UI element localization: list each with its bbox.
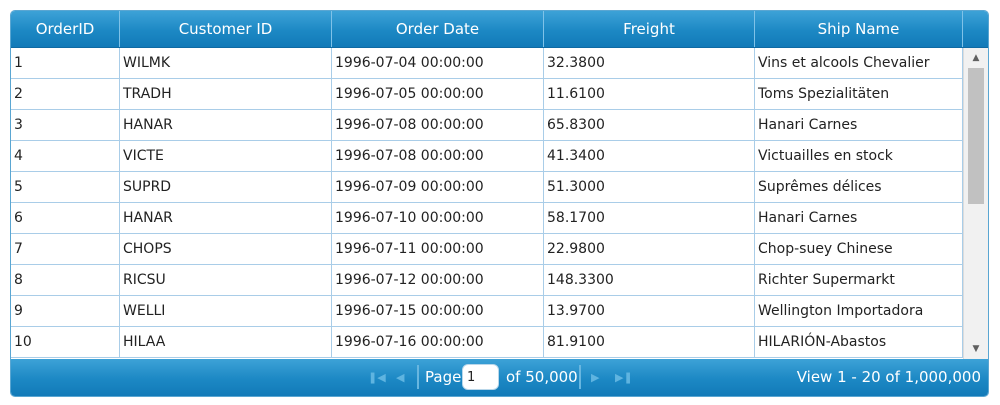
column-header-ship-name[interactable]: Ship Name (755, 11, 963, 47)
table-row[interactable]: 6 HANAR 1996-07-10 00:00:00 58.1700 Hanari C… (11, 203, 963, 234)
table-row[interactable]: 4 VICTE 1996-07-08 00:00:00 41.3400 Victuail… (11, 141, 963, 172)
cell-customer-id: RICSU (120, 265, 332, 295)
table-row[interactable]: 7 CHOPS 1996-07-11 00:00:00 22.9800 Chop-sue… (11, 234, 963, 265)
scrollbar-thumb[interactable] (968, 68, 984, 204)
table-row[interactable]: 10 HILAA 1996-07-16 00:00:00 81.9100 HILARIÓ… (11, 327, 963, 358)
cell-orderid: 3 (11, 110, 120, 140)
cell-orderid: 9 (11, 296, 120, 326)
grid-body: 1 WILMK 1996-07-04 00:00:00 32.3800 Vins et … (11, 48, 963, 359)
cell-freight: 13.9700 (544, 296, 755, 326)
table-row[interactable]: 8 RICSU 1996-07-12 00:00:00 148.3300 Richter… (11, 265, 963, 296)
column-header-customer-id[interactable]: Customer ID (120, 11, 332, 47)
cell-orderid: 1 (11, 48, 120, 78)
cell-ship-name: Suprêmes délices (755, 172, 963, 202)
cell-order-date: 1996-07-12 00:00:00 (332, 265, 544, 295)
cell-freight: 65.8300 (544, 110, 755, 140)
cell-order-date: 1996-07-05 00:00:00 (332, 79, 544, 109)
column-header-freight[interactable]: Freight (544, 11, 755, 47)
scroll-down-icon[interactable]: ▼ (972, 344, 980, 354)
cell-customer-id: SUPRD (120, 172, 332, 202)
cell-orderid: 6 (11, 203, 120, 233)
pager-bar: ❚◀ ◀ Page of 50,000 ▶ ▶❚ View 1 - 20 of … (11, 359, 988, 396)
page-count-label: of 50,000 (506, 368, 578, 386)
table-row[interactable]: 3 HANAR 1996-07-08 00:00:00 65.8300 Hanari C… (11, 110, 963, 141)
cell-orderid: 5 (11, 172, 120, 202)
cell-customer-id: CHOPS (120, 234, 332, 264)
cell-ship-name: Vins et alcools Chevalier (755, 48, 963, 78)
cell-orderid: 10 (11, 327, 120, 357)
table-row[interactable]: 5 SUPRD 1996-07-09 00:00:00 51.3000 Suprêmes… (11, 172, 963, 203)
cell-ship-name: HILARIÓN-Abastos (755, 327, 963, 357)
prev-page-icon[interactable]: ◀ (396, 371, 405, 384)
cell-freight: 58.1700 (544, 203, 755, 233)
last-page-icon[interactable]: ▶❚ (615, 371, 633, 384)
cell-order-date: 1996-07-08 00:00:00 (332, 110, 544, 140)
records-summary: View 1 - 20 of 1,000,000 (796, 368, 981, 386)
pager-separator (417, 365, 419, 389)
cell-ship-name: Victuailles en stock (755, 141, 963, 171)
cell-ship-name: Wellington Importadora (755, 296, 963, 326)
cell-orderid: 8 (11, 265, 120, 295)
scroll-up-icon[interactable]: ▲ (972, 53, 980, 63)
cell-order-date: 1996-07-09 00:00:00 (332, 172, 544, 202)
header-scroll-spacer (963, 11, 988, 47)
cell-ship-name: Hanari Carnes (755, 110, 963, 140)
table-row[interactable]: 2 TRADH 1996-07-05 00:00:00 11.6100 Toms Spe… (11, 79, 963, 110)
cell-customer-id: TRADH (120, 79, 332, 109)
cell-order-date: 1996-07-10 00:00:00 (332, 203, 544, 233)
cell-order-date: 1996-07-15 00:00:00 (332, 296, 544, 326)
next-page-icon[interactable]: ▶ (591, 371, 600, 384)
cell-freight: 22.9800 (544, 234, 755, 264)
pager-separator (579, 365, 581, 389)
cell-customer-id: HANAR (120, 110, 332, 140)
page-number-input[interactable] (462, 364, 499, 390)
cell-order-date: 1996-07-11 00:00:00 (332, 234, 544, 264)
cell-customer-id: WELLI (120, 296, 332, 326)
cell-order-date: 1996-07-08 00:00:00 (332, 141, 544, 171)
page-label: Page (425, 368, 462, 386)
cell-orderid: 7 (11, 234, 120, 264)
column-header-orderid[interactable]: OrderID (11, 11, 120, 47)
cell-ship-name: Chop-suey Chinese (755, 234, 963, 264)
vertical-scrollbar[interactable]: ▲ ▼ (963, 48, 988, 359)
cell-orderid: 4 (11, 141, 120, 171)
cell-freight: 81.9100 (544, 327, 755, 357)
cell-ship-name: Hanari Carnes (755, 203, 963, 233)
table-row[interactable]: 9 WELLI 1996-07-15 00:00:00 13.9700 Wellingt… (11, 296, 963, 327)
cell-freight: 32.3800 (544, 48, 755, 78)
cell-order-date: 1996-07-16 00:00:00 (332, 327, 544, 357)
column-header-order-date[interactable]: Order Date (332, 11, 544, 47)
first-page-icon[interactable]: ❚◀ (368, 371, 386, 384)
cell-customer-id: HANAR (120, 203, 332, 233)
cell-freight: 51.3000 (544, 172, 755, 202)
cell-freight: 11.6100 (544, 79, 755, 109)
cell-freight: 148.3300 (544, 265, 755, 295)
orders-grid: OrderID Customer ID Order Date Freight S… (10, 10, 989, 397)
cell-customer-id: HILAA (120, 327, 332, 357)
cell-freight: 41.3400 (544, 141, 755, 171)
cell-ship-name: Richter Supermarkt (755, 265, 963, 295)
cell-ship-name: Toms Spezialitäten (755, 79, 963, 109)
table-row[interactable]: 1 WILMK 1996-07-04 00:00:00 32.3800 Vins et … (11, 48, 963, 79)
cell-customer-id: VICTE (120, 141, 332, 171)
cell-order-date: 1996-07-04 00:00:00 (332, 48, 544, 78)
cell-orderid: 2 (11, 79, 120, 109)
grid-header: OrderID Customer ID Order Date Freight S… (11, 11, 988, 48)
cell-customer-id: WILMK (120, 48, 332, 78)
